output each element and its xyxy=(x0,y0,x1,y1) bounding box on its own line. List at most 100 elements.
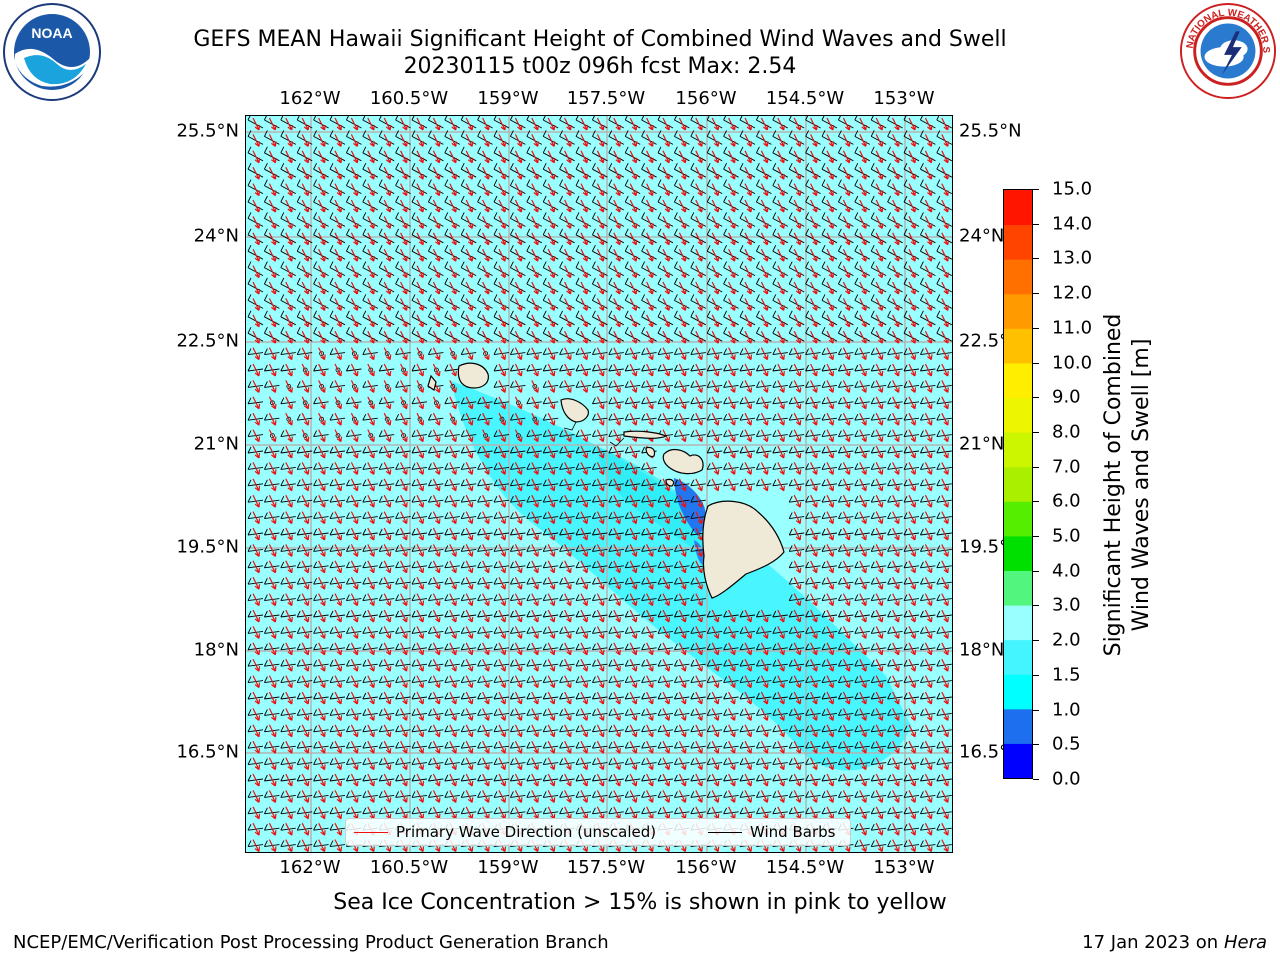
colorbar-tick-mark xyxy=(1033,674,1039,676)
wave-direction-arrow xyxy=(728,265,736,279)
wave-direction-arrow xyxy=(678,609,687,623)
wave-direction-arrow xyxy=(465,396,474,410)
wave-direction-arrow xyxy=(318,626,326,639)
wave-direction-arrow xyxy=(728,380,736,393)
wave-direction-arrow xyxy=(334,166,343,180)
wave-direction-arrow xyxy=(318,675,326,689)
wave-direction-arrow xyxy=(875,216,884,229)
wave-direction-arrow xyxy=(760,281,769,295)
wave-direction-arrow xyxy=(350,478,359,492)
colorbar-tick-mark xyxy=(1033,258,1039,260)
wave-direction-arrow xyxy=(268,347,277,361)
colorbar-tick-mark xyxy=(1033,779,1039,780)
wave-direction-arrow xyxy=(596,134,605,147)
wave-direction-arrow xyxy=(646,396,654,410)
wave-direction-arrow xyxy=(859,494,867,508)
wave-direction-arrow xyxy=(859,462,867,475)
wave-direction-arrow xyxy=(892,265,900,279)
wave-direction-arrow xyxy=(334,412,343,426)
wave-direction-arrow xyxy=(662,642,671,656)
colorbar-tick-label: 13.0 xyxy=(1052,247,1093,269)
wave-direction-arrow xyxy=(416,724,425,738)
calm-barb xyxy=(319,383,324,389)
wave-direction-arrow xyxy=(465,330,474,344)
wave-direction-arrow xyxy=(564,314,572,328)
wave-direction-arrow xyxy=(514,576,523,590)
wave-direction-arrow xyxy=(678,511,687,525)
wave-direction-arrow xyxy=(367,609,375,623)
wave-direction-arrow xyxy=(695,396,703,410)
wave-direction-arrow xyxy=(596,248,605,262)
wave-direction-arrow xyxy=(941,494,949,508)
wave-direction-arrow xyxy=(482,462,490,475)
wave-direction-arrow xyxy=(892,658,900,672)
wave-direction-arrow xyxy=(465,412,474,426)
wave-direction-arrow xyxy=(842,117,851,131)
wave-direction-arrow xyxy=(810,708,818,721)
wave-direction-arrow xyxy=(695,511,703,525)
wave-direction-arrow xyxy=(941,560,949,574)
wave-direction-arrow xyxy=(318,396,326,410)
wave-direction-arrow xyxy=(728,740,736,754)
wave-direction-arrow xyxy=(924,216,933,229)
wave-direction-arrow xyxy=(695,560,703,574)
wave-direction-arrow xyxy=(596,347,605,361)
wave-direction-arrow xyxy=(318,642,326,656)
wave-direction-arrow xyxy=(564,560,572,574)
wave-direction-arrow xyxy=(826,626,835,639)
wave-direction-arrow xyxy=(662,396,671,410)
wave-direction-arrow xyxy=(596,527,605,541)
wave-direction-arrow xyxy=(580,675,589,689)
wave-direction-arrow xyxy=(252,839,261,852)
wave-direction-arrow xyxy=(301,822,310,836)
wave-direction-arrow xyxy=(334,199,343,213)
wave-direction-arrow xyxy=(793,773,802,787)
wave-direction-arrow xyxy=(318,806,326,820)
wave-direction-arrow xyxy=(941,462,949,475)
wave-direction-arrow xyxy=(826,396,835,410)
wave-direction-arrow xyxy=(728,445,736,459)
wave-direction-arrow xyxy=(416,347,425,361)
wave-direction-arrow xyxy=(547,560,556,574)
wave-direction-arrow xyxy=(810,281,818,295)
wave-direction-arrow xyxy=(826,478,835,492)
wave-direction-arrow xyxy=(695,265,703,279)
wave-direction-arrow xyxy=(662,134,671,147)
wave-direction-arrow xyxy=(268,773,277,787)
wave-direction-arrow xyxy=(760,117,769,131)
wave-direction-arrow xyxy=(613,314,621,328)
wave-direction-arrow xyxy=(728,166,736,180)
wave-direction-arrow xyxy=(924,314,933,328)
wave-direction-arrow xyxy=(531,757,539,771)
wave-direction-arrow xyxy=(301,576,310,590)
wave-direction-arrow xyxy=(252,314,261,328)
wave-direction-arrow xyxy=(744,609,753,623)
wave-direction-arrow xyxy=(400,117,408,131)
wave-direction-arrow xyxy=(859,429,867,443)
wave-direction-arrow xyxy=(941,773,949,787)
wave-direction-arrow xyxy=(301,626,310,639)
wave-direction-arrow xyxy=(350,216,359,229)
footer-date: 17 Jan 2023 on Hera xyxy=(1082,932,1267,953)
wave-direction-arrow xyxy=(268,740,277,754)
wave-direction-arrow xyxy=(892,347,900,361)
wave-direction-arrow xyxy=(744,740,753,754)
wave-direction-arrow xyxy=(301,708,310,721)
wave-direction-arrow xyxy=(728,708,736,721)
lat-tick-left: 16.5°N xyxy=(176,741,239,763)
wave-direction-arrow xyxy=(367,314,375,328)
wave-direction-arrow xyxy=(875,560,884,574)
wave-direction-arrow xyxy=(678,593,687,607)
colorbar-tick-label: 0.5 xyxy=(1052,733,1081,755)
wave-direction-arrow xyxy=(711,691,720,705)
wave-direction-arrow xyxy=(547,380,556,393)
wave-direction-arrow xyxy=(793,642,802,656)
wave-direction-arrow xyxy=(711,314,720,328)
wave-direction-arrow xyxy=(268,314,277,328)
wave-direction-arrow xyxy=(728,757,736,771)
wave-direction-arrow xyxy=(744,462,753,475)
wave-direction-arrow xyxy=(531,527,539,541)
colorbar-tick-label: 6.0 xyxy=(1052,490,1081,512)
wave-direction-arrow xyxy=(908,396,917,410)
wave-direction-arrow xyxy=(285,396,293,410)
